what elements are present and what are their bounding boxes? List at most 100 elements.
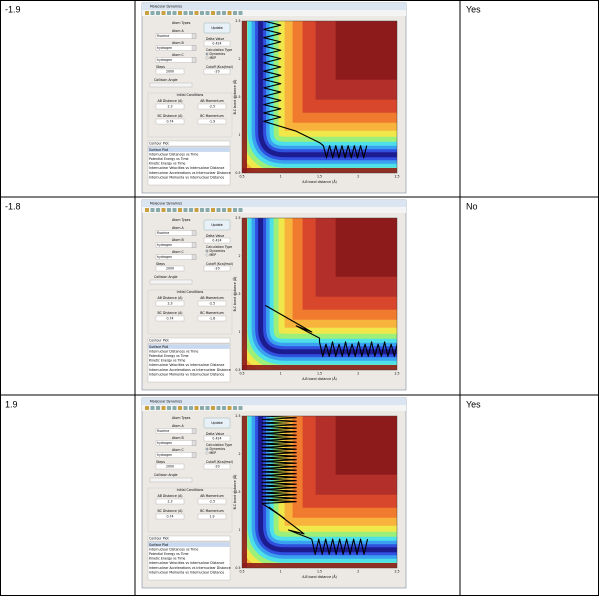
toolbar-icon [178, 208, 182, 212]
list-item: Kinetic Energy vs Time [149, 359, 185, 363]
label: BC Momentum [200, 311, 224, 315]
toolbar-icon [227, 406, 232, 410]
input [155, 315, 185, 322]
dropdown-value: hydrogen [157, 243, 172, 247]
panel [147, 487, 233, 533]
input-value: -20 [214, 70, 219, 74]
button-label: Update [211, 26, 223, 30]
input [203, 265, 231, 272]
x-tick-label: 1.5 [317, 570, 322, 574]
list-item: Potential Energy vs Time [149, 354, 189, 358]
x-axis-label: A-B bond distance (Å) [302, 376, 337, 381]
list-item: Surface Plot [149, 148, 169, 152]
slider [149, 279, 193, 285]
dropdown-value: fluorine [157, 231, 169, 235]
y-tick-label: 1 [238, 330, 240, 334]
label: Calculation Type [206, 48, 232, 52]
label: Steps [156, 65, 165, 69]
label: Atom C [172, 448, 184, 452]
label: Collision Angle [154, 78, 177, 82]
toolbar-icon [183, 208, 188, 212]
panel [147, 92, 233, 138]
list-item: Kinetic Energy vs Time [149, 557, 185, 561]
list-item: Surface Plot [149, 345, 169, 349]
axes-box [241, 20, 398, 174]
toolbar [142, 207, 406, 213]
button-label: Update [211, 421, 223, 425]
input-value: -1.8 [209, 317, 215, 321]
toolbar-icon [172, 11, 177, 15]
toolbar-icon [216, 11, 221, 15]
label: Delta Value [206, 432, 224, 436]
toolbar-icon [205, 11, 210, 15]
input [203, 237, 231, 244]
label: AB Momentum [200, 494, 224, 498]
label: Atom A [172, 29, 184, 33]
title-bar [142, 3, 406, 10]
input [197, 118, 227, 125]
x-tick-label: 2.5 [394, 570, 399, 574]
toolbar-icon [222, 208, 226, 212]
list-item: Internuclear Distances vs Time [149, 349, 198, 353]
dropdown-value: hydrogen [157, 58, 172, 62]
x-tick-label: 2 [357, 175, 359, 179]
wall [242, 563, 397, 568]
y-tick-label: 1.5 [235, 292, 240, 296]
dropdown-value: fluorine [157, 429, 169, 433]
label: Delta Value [206, 234, 224, 238]
label: Atom A [172, 424, 184, 428]
toolbar-icon [178, 406, 182, 410]
toolbar-icon [222, 406, 226, 410]
contour-band [258, 21, 397, 158]
toolbar-icon [222, 11, 226, 15]
wall [242, 168, 397, 173]
label: Calculation Type [206, 245, 232, 249]
update-button[interactable] [203, 22, 231, 34]
y-tick-label: 1 [238, 133, 240, 137]
dropdown-value: fluorine [157, 34, 169, 38]
label: AB Distance (A) [158, 494, 183, 498]
wall [242, 416, 247, 568]
toolbar [142, 10, 406, 16]
toolbar-icon [150, 406, 155, 410]
window-title: Molecular Dynamics [150, 400, 183, 404]
input-value: 0.74 [166, 120, 173, 124]
toolbar-icon [150, 208, 155, 212]
update-button[interactable] [203, 417, 231, 429]
list-item: Internuclear Accelerations vs Internucle… [149, 368, 231, 372]
label: BC Momentum [200, 114, 224, 118]
toolbar-icon [211, 406, 215, 410]
toolbar-icon [167, 208, 171, 212]
input-value: -2.5 [209, 105, 215, 109]
toolbar-icon [167, 11, 171, 15]
x-tick-label: 0.5 [239, 175, 244, 179]
list-item: Internuclear Momenta vs Internuclear Dis… [149, 372, 224, 376]
input [203, 463, 231, 470]
popup [147, 337, 231, 344]
toolbar [142, 405, 406, 411]
listbox [147, 541, 231, 581]
label: Atom A [172, 226, 184, 230]
radio-label: MEP [210, 451, 217, 455]
screenshot: Molecular Dynamics Atom Types Atom Afluori… [141, 397, 407, 589]
update-button[interactable] [203, 219, 231, 231]
list-item: Internuclear Accelerations vs Internucle… [149, 171, 231, 175]
axes-box [241, 415, 398, 569]
toolbar-icon [145, 406, 149, 410]
toolbar-icon [211, 11, 215, 15]
input [155, 68, 185, 75]
panel-title: Initial Conditions [177, 290, 204, 294]
window-title: Molecular Dynamics [150, 202, 183, 206]
x-tick-label: 2 [357, 372, 359, 376]
x-tick-label: 0.5 [239, 372, 244, 376]
label: Atom C [172, 53, 184, 57]
toolbar-icon [156, 208, 160, 212]
label: Cutoff (Kcal/mol) [206, 460, 233, 464]
x-tick-label: 1 [280, 175, 282, 179]
dropdown-arrow [191, 45, 197, 51]
input-value: -2.5 [209, 500, 215, 504]
toolbar-icon [216, 406, 221, 410]
input [155, 513, 185, 520]
label: Calculation Type [206, 443, 232, 447]
